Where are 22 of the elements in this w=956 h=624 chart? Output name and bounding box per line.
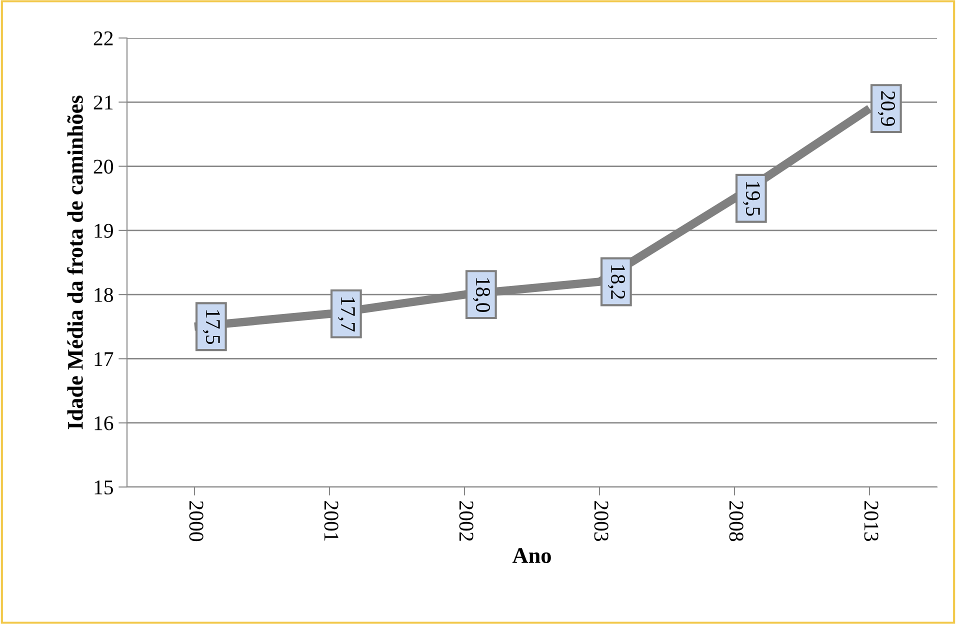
y-tick-label: 15 (94, 480, 113, 494)
y-tick-label: 17 (94, 352, 114, 366)
y-tick-label: 16 (94, 416, 114, 430)
y-tick-label: 18 (94, 288, 114, 302)
data-label: 19,5 (742, 182, 760, 216)
x-tick-label: 2003 (594, 501, 608, 542)
y-tick-label: 21 (94, 96, 113, 110)
x-tick-label: 2002 (459, 501, 474, 541)
y-tick-label: 19 (94, 224, 113, 238)
data-label: 20,9 (878, 91, 896, 126)
y-tick-label: 22 (94, 31, 113, 46)
x-tick-label: 2013 (864, 501, 878, 542)
y-tick-label: 20 (94, 160, 114, 174)
data-label: 17,7 (338, 297, 355, 332)
x-axis-title: Ano (512, 548, 551, 564)
y-axis-title: Idade Média da frota de caminhões (67, 96, 83, 430)
data-label: 17,5 (202, 310, 220, 344)
data-label: 18,2 (608, 265, 626, 299)
x-tick-label: 2001 (324, 501, 338, 541)
data-label: 18,0 (472, 278, 490, 312)
x-tick-label: 2000 (189, 501, 204, 542)
x-tick-label: 2008 (729, 501, 744, 542)
